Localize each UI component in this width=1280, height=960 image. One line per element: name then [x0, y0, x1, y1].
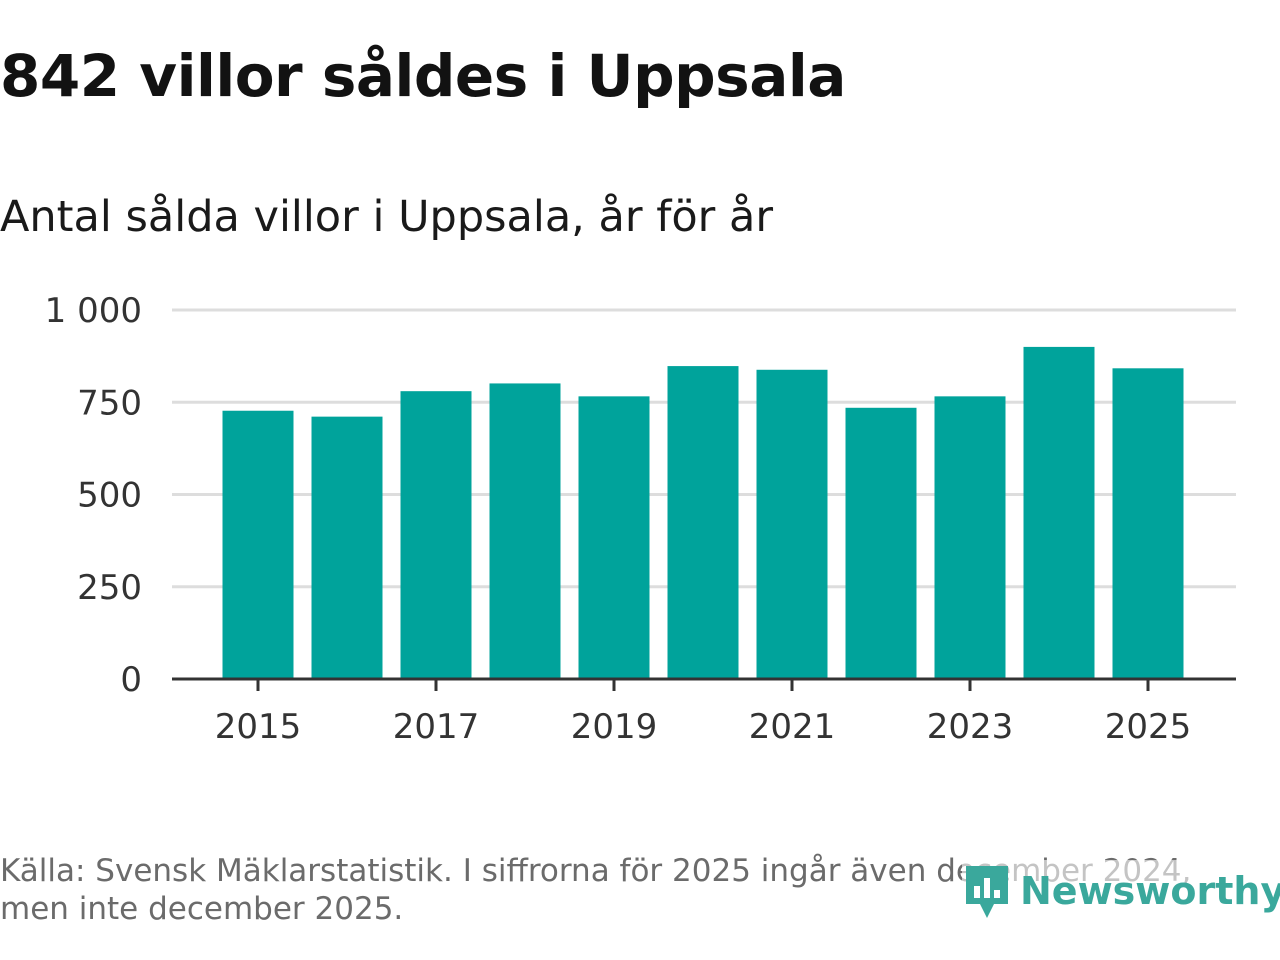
x-tick-label: 2017 [393, 707, 480, 747]
bar-2024 [1023, 346, 1095, 679]
bars [222, 346, 1184, 679]
newsworthy-logo-icon [966, 866, 1008, 918]
newsworthy-logo: Newsworthy [962, 860, 1280, 922]
x-tick-label: 2019 [571, 707, 658, 747]
y-tick-label: 250 [77, 568, 142, 608]
chart-title: 842 villor såldes i Uppsala [0, 42, 846, 110]
bar-chart: 0 250 500 750 1 000 2015 2017 2019 2021 2023 2025 [45, 291, 1236, 747]
x-tick-label: 2025 [1105, 707, 1192, 747]
bar-2017 [400, 391, 472, 679]
bar-2020 [667, 366, 739, 679]
x-tick-label: 2021 [749, 707, 836, 747]
x-tick-label: 2015 [215, 707, 302, 747]
chart-subtitle: Antal sålda villor i Uppsala, år för år [0, 192, 774, 242]
bar-2015 [222, 410, 294, 679]
x-tick-label: 2023 [927, 707, 1014, 747]
y-axis-ticks: 0 250 500 750 1 000 [45, 291, 142, 700]
y-tick-label: 1 000 [45, 291, 142, 331]
bar-2021 [756, 369, 828, 679]
y-tick-label: 500 [77, 476, 142, 516]
bar-2022 [845, 407, 917, 679]
bar-2023 [934, 396, 1006, 679]
bar-2025 [1112, 368, 1184, 679]
bar-2016 [311, 416, 383, 679]
bar-2019 [578, 396, 650, 679]
newsworthy-logo-text: Newsworthy [1020, 869, 1280, 913]
y-tick-label: 0 [120, 660, 142, 700]
y-tick-label: 750 [77, 383, 142, 423]
x-axis-ticks: 2015 2017 2019 2021 2023 2025 [215, 679, 1192, 747]
bar-2018 [489, 383, 561, 679]
